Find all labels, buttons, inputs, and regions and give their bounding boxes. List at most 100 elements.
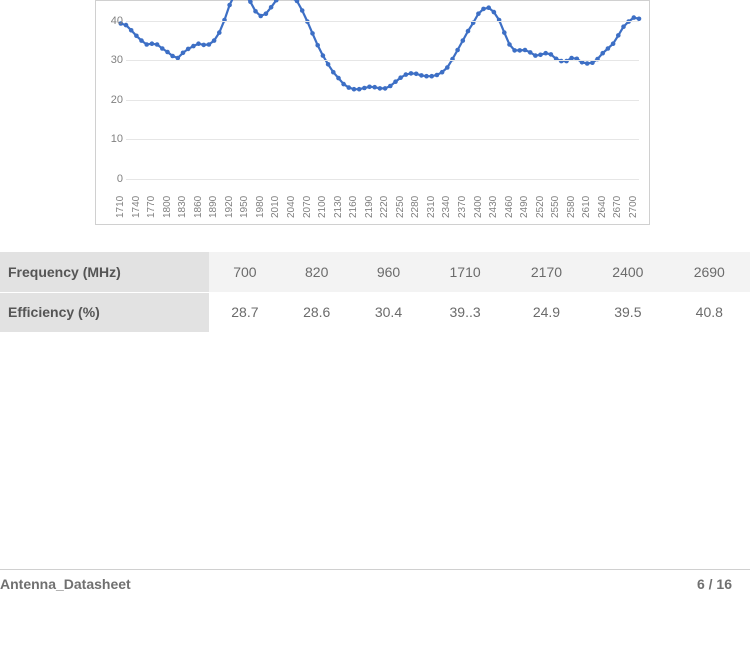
series-marker [616,33,621,38]
x-tick-label: 1800 [162,196,173,218]
series-marker [461,38,466,43]
series-marker [549,52,554,57]
cell: 28.7 [209,292,281,332]
series-marker [502,30,507,35]
series-marker [606,46,611,51]
series-marker [326,62,331,67]
series-marker [150,41,155,46]
x-tick-label: 1830 [177,196,188,218]
series-marker [124,23,129,28]
y-tick-label: 0 [101,173,123,185]
series-marker [492,10,497,15]
cell: 2170 [506,252,587,292]
series-marker [347,85,352,90]
x-tick-label: 2550 [550,196,561,218]
series-marker [134,34,139,39]
x-tick-label: 2640 [597,196,608,218]
series-marker [388,84,393,89]
x-tick-label: 2190 [364,196,375,218]
series-marker [393,79,398,84]
y-tick-label: 10 [101,133,123,145]
x-tick-label: 1950 [239,196,250,218]
cell: 820 [281,252,353,292]
series-marker [445,65,450,70]
x-tick-label: 2490 [519,196,530,218]
series-marker [507,42,512,47]
series-marker [362,86,367,91]
series-marker [372,85,377,90]
cell: 700 [209,252,281,292]
x-tick-label: 2040 [286,196,297,218]
gridline [126,139,639,140]
x-tick-label: 2160 [348,196,359,218]
series-marker [404,72,409,77]
series-marker [227,3,232,8]
series-marker [435,73,440,78]
series-marker [160,46,165,51]
x-tick-label: 2460 [504,196,515,218]
x-tick-label: 1860 [193,196,204,218]
x-tick-label: 1740 [131,196,142,218]
x-tick-label: 2340 [441,196,452,218]
series-marker [269,5,274,10]
series-marker [481,7,486,12]
series-marker [144,42,149,47]
series-marker [523,48,528,53]
series-marker [409,71,414,76]
cell: 39.5 [587,292,668,332]
series-marker [543,51,548,56]
x-tick-label: 2130 [333,196,344,218]
series-marker [383,86,388,91]
page-current: 6 [697,576,705,592]
table-row: Efficiency (%) 28.7 28.6 30.4 39..3 24.9… [0,292,750,332]
cell: 24.9 [506,292,587,332]
series-marker [217,30,222,35]
series-marker [258,14,263,19]
series-marker [212,38,217,43]
series-marker [512,48,517,53]
cell: 30.4 [353,292,425,332]
series-marker [357,87,362,92]
series-marker [486,5,491,10]
series-marker [632,15,637,20]
x-tick-label: 2280 [410,196,421,218]
series-marker [466,29,471,34]
y-tick-label: 20 [101,94,123,106]
x-tick-label: 2670 [612,196,623,218]
cell: 1710 [424,252,505,292]
series-marker [196,41,201,46]
x-tick-label: 2520 [535,196,546,218]
series-marker [336,76,341,81]
series-marker [341,82,346,87]
x-tick-label: 2070 [302,196,313,218]
series-marker [440,70,445,75]
x-tick-label: 2430 [488,196,499,218]
series-marker [331,70,336,75]
series-marker [201,43,206,48]
series-marker [310,31,315,36]
series-marker [321,53,326,58]
series-marker [419,73,424,78]
series-marker [600,51,605,56]
series-marker [139,38,144,43]
row-header: Frequency (MHz) [0,252,209,292]
page-total: 16 [716,576,732,592]
series-marker [611,41,616,46]
document-name: Antenna_Datasheet [0,576,131,592]
x-axis-labels: 1710174017701800183018601890192019501980… [126,180,639,224]
series-marker [191,44,196,49]
page-sep: / [705,576,713,592]
series-marker [538,53,543,58]
series-marker [253,9,258,14]
efficiency-table: Frequency (MHz) 700 820 960 1710 2170 24… [0,252,750,333]
cell: 2690 [669,252,750,292]
cell: 2400 [587,252,668,292]
x-tick-label: 2010 [270,196,281,218]
x-tick-label: 2400 [473,196,484,218]
series-marker [181,51,186,56]
gridline [126,21,639,22]
page-footer: Antenna_Datasheet 6 / 16 [0,569,750,600]
x-tick-label: 2610 [581,196,592,218]
series-marker [367,85,372,90]
series-marker [414,72,419,77]
